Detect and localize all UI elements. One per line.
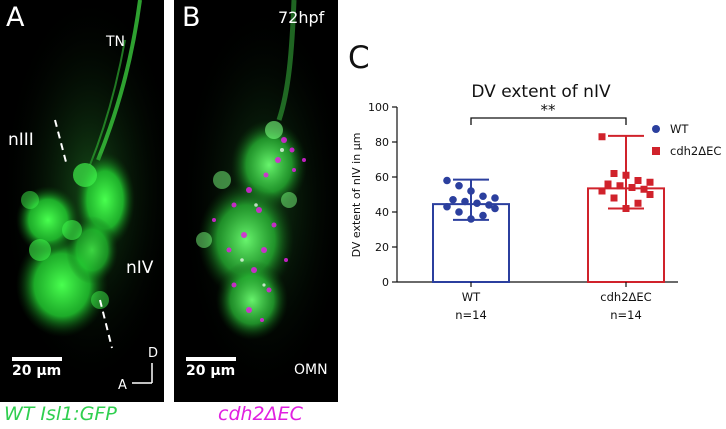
data-point xyxy=(461,197,469,206)
y-tick-label: 80 xyxy=(375,136,389,149)
micrograph-panel-a: A TN nIII nIV 20 μm D A xyxy=(0,0,164,402)
data-point xyxy=(616,182,624,190)
y-tick-label: 40 xyxy=(375,206,389,219)
data-point xyxy=(455,208,463,216)
scale-bar-label-b: 20 μm xyxy=(186,363,236,379)
data-point xyxy=(622,171,630,179)
scale-bar-label-a: 20 μm xyxy=(12,363,62,379)
gfp-micrograph-b xyxy=(179,0,338,400)
panel-letter-b: B xyxy=(182,2,201,33)
data-point xyxy=(598,187,606,195)
chart-title: DV extent of nIV xyxy=(471,82,611,102)
legend-marker xyxy=(652,125,660,133)
x-tick-label: cdh2ΔEC xyxy=(600,290,651,304)
data-point xyxy=(634,177,642,184)
data-point xyxy=(479,211,487,220)
omn-label: OMN xyxy=(294,362,328,378)
data-point xyxy=(640,185,648,193)
micrograph-panel-b: B 72hpf OMN 20 μm xyxy=(174,0,338,402)
data-point xyxy=(467,215,475,223)
data-point xyxy=(479,192,487,201)
data-point xyxy=(491,204,499,213)
data-point xyxy=(491,194,499,202)
significance-bracket xyxy=(470,117,627,125)
tn-label: TN xyxy=(106,34,126,50)
data-point xyxy=(485,201,493,209)
data-point xyxy=(622,205,630,212)
data-point xyxy=(628,184,636,191)
gfp-micrograph-a xyxy=(0,0,164,390)
sample-count: n=14 xyxy=(455,308,487,322)
data-point xyxy=(646,178,654,186)
data-point xyxy=(634,199,642,207)
dv-extent-chart: DV extent of nIV DV extent of nIV in µm … xyxy=(350,82,721,322)
data-point xyxy=(443,202,451,211)
anterior-axis-label: A xyxy=(118,378,127,393)
data-point xyxy=(604,180,612,188)
data-point xyxy=(443,176,451,185)
data-point xyxy=(610,194,618,202)
y-tick-label: 20 xyxy=(375,241,389,254)
stage-label: 72hpf xyxy=(278,8,325,27)
y-tick-label: 60 xyxy=(375,171,389,184)
y-tick-label: 0 xyxy=(382,276,389,289)
legend-label: WT xyxy=(670,122,689,136)
data-point xyxy=(598,133,606,141)
dorsal-axis-label: D xyxy=(148,346,159,361)
data-point xyxy=(455,181,463,190)
caption-mutant: cdh2ΔEC xyxy=(218,403,303,425)
data-point xyxy=(467,187,475,195)
data-point xyxy=(646,191,654,198)
y-axis-label: DV extent of nIV in µm xyxy=(350,133,363,258)
x-tick-label: WT xyxy=(462,290,481,304)
legend-label: cdh2ΔEC xyxy=(670,144,721,158)
niii-label: nIII xyxy=(8,130,34,150)
data-point xyxy=(610,170,618,177)
panel-letter-a: A xyxy=(6,2,25,33)
y-tick-label: 100 xyxy=(368,101,389,114)
significance-marker: ** xyxy=(470,101,627,125)
sample-count: n=14 xyxy=(610,308,642,322)
niv-label: nIV xyxy=(126,258,154,278)
data-point xyxy=(449,195,457,204)
panel-letter-c: C xyxy=(348,40,370,76)
data-point xyxy=(473,199,481,208)
caption-wt: WT Isl1:GFP xyxy=(4,403,117,425)
legend-marker xyxy=(652,147,660,155)
significance-label: ** xyxy=(541,101,557,119)
